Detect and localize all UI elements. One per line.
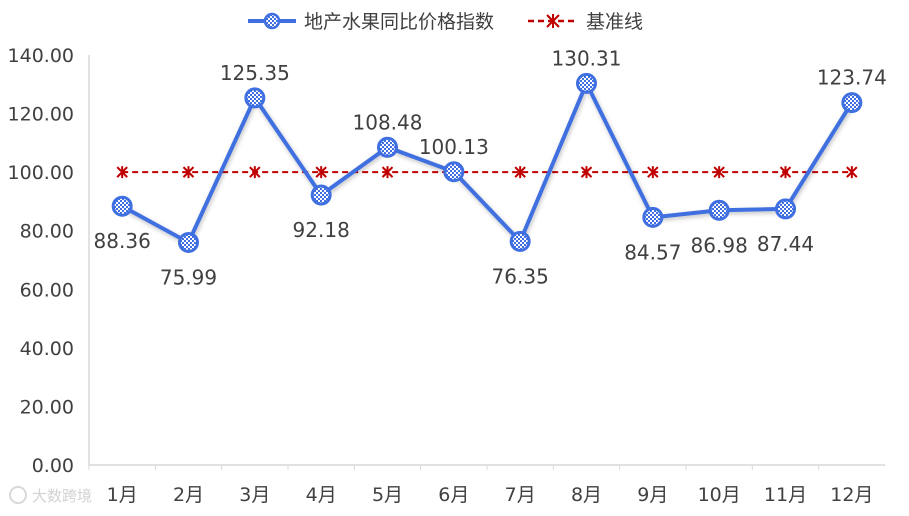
data-label: 108.48 bbox=[353, 110, 423, 134]
baseline-point bbox=[116, 166, 128, 179]
legend-label-baseline: 基准线 bbox=[586, 11, 643, 33]
baseline-point bbox=[514, 166, 526, 179]
y-tick-label: 100.00 bbox=[8, 162, 74, 184]
baseline-point bbox=[249, 166, 261, 179]
y-axis: 0.00 20.00 40.00 60.00 80.00 100.00 120.00 140.… bbox=[8, 45, 90, 477]
index-point bbox=[178, 231, 199, 253]
y-tick-label: 120.00 bbox=[8, 104, 74, 126]
x-tick-label: 5月 bbox=[372, 484, 403, 506]
y-tick-label: 60.00 bbox=[20, 279, 74, 301]
x-tick-label: 1月 bbox=[107, 484, 138, 506]
index-point bbox=[443, 161, 465, 183]
watermark-logo-icon bbox=[9, 486, 27, 504]
x-tick-label: 2月 bbox=[173, 484, 204, 506]
data-label: 88.36 bbox=[94, 229, 151, 253]
index-point bbox=[509, 230, 531, 252]
x-tick-label: 10月 bbox=[698, 484, 741, 506]
index-point bbox=[642, 206, 664, 228]
data-label: 125.35 bbox=[220, 61, 290, 85]
x-tick-label: 9月 bbox=[637, 484, 668, 506]
data-label: 76.35 bbox=[492, 264, 549, 288]
watermark-text: 大数跨境 bbox=[32, 487, 92, 505]
index-point bbox=[775, 198, 796, 220]
data-label: 87.44 bbox=[757, 232, 814, 256]
index-point bbox=[310, 184, 332, 206]
legend-marker-icon bbox=[263, 12, 281, 30]
x-tick-label: 11月 bbox=[764, 484, 807, 506]
data-label: 86.98 bbox=[691, 233, 748, 257]
y-tick-label: 0.00 bbox=[32, 455, 74, 477]
x-tick-label: 4月 bbox=[306, 484, 337, 506]
asterisk-marker-icon bbox=[546, 14, 560, 28]
x-tick-label: 6月 bbox=[438, 484, 469, 506]
index-series bbox=[111, 72, 863, 253]
legend-item-baseline: 基准线 bbox=[528, 11, 643, 33]
y-tick-label: 40.00 bbox=[20, 338, 74, 360]
index-point bbox=[841, 92, 863, 114]
baseline-point bbox=[779, 166, 792, 179]
baseline-point bbox=[713, 166, 725, 179]
x-axis: 1月 2月 3月 4月 5月 6月 7月 8月 9月 10月 11月 12月 bbox=[88, 464, 885, 506]
baseline-point bbox=[182, 166, 195, 179]
y-tick-label: 140.00 bbox=[8, 45, 74, 67]
watermark: 大数跨境 bbox=[9, 486, 92, 505]
data-label: 123.74 bbox=[817, 66, 887, 90]
index-point bbox=[244, 87, 266, 109]
legend-item-index: 地产水果同比价格指数 bbox=[248, 11, 494, 33]
data-label: 84.57 bbox=[624, 240, 681, 264]
legend-label-index: 地产水果同比价格指数 bbox=[304, 11, 494, 33]
data-label: 92.18 bbox=[293, 218, 350, 242]
baseline-series bbox=[116, 166, 858, 179]
x-tick-label: 3月 bbox=[239, 484, 270, 506]
x-tick-label: 12月 bbox=[830, 484, 873, 506]
baseline-point bbox=[381, 166, 394, 179]
x-tick-label: 8月 bbox=[571, 484, 602, 506]
y-tick-label: 80.00 bbox=[20, 221, 74, 243]
baseline-point bbox=[315, 166, 327, 179]
index-line bbox=[121, 81, 854, 245]
data-label: 130.31 bbox=[552, 46, 622, 70]
data-label: 75.99 bbox=[160, 265, 217, 289]
index-point bbox=[576, 72, 597, 94]
index-point bbox=[111, 195, 133, 217]
legend: 地产水果同比价格指数 基准线 bbox=[248, 11, 643, 33]
x-tick-label: 7月 bbox=[505, 484, 536, 506]
baseline-point bbox=[846, 166, 858, 179]
baseline-point bbox=[647, 166, 659, 179]
y-tick-label: 20.00 bbox=[20, 396, 74, 418]
baseline-point bbox=[580, 166, 593, 179]
index-point bbox=[708, 199, 730, 221]
data-label: 100.13 bbox=[419, 135, 489, 159]
index-point bbox=[377, 136, 398, 158]
